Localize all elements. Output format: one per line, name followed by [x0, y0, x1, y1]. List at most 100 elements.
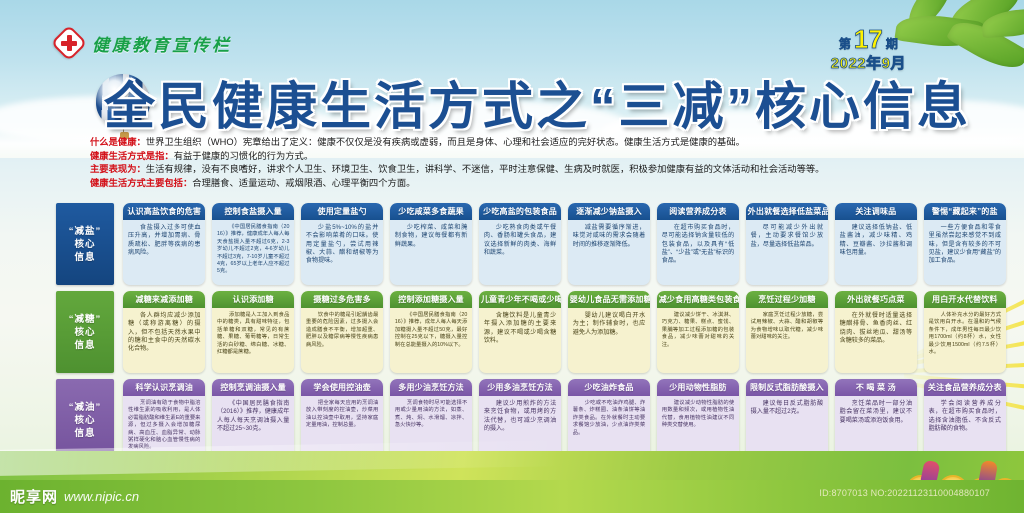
info-card[interactable]: 婴幼儿食品无需添加糖婴幼儿建议喝白开水为主；制作辅食时，也应避免人为添加糖。 — [567, 291, 651, 373]
category-line-1: “减盐” — [68, 225, 102, 237]
card-title: 逐渐减少钠盐摄入 — [567, 203, 651, 220]
info-card[interactable]: 用白开水代替饮料 人体补充水分的最好方式是饮用白开水。在温和的气候条件下，成年男性… — [923, 291, 1007, 373]
card-title: 多用少油烹饪方法 — [389, 379, 473, 396]
card-title: 少用多油烹饪方法 — [478, 379, 562, 396]
card-body: 建议减少动物性脂肪的使用数量和频次，或用植物性油代替，食用植物性油建议不同种类交… — [661, 400, 735, 429]
category-line-2: 核心 — [74, 414, 96, 426]
info-card[interactable]: 控制添加糖摄入量《中国居民膳食指南（2016）》推荐，成年人每人每天添加糖摄入量… — [389, 291, 473, 373]
intro-line-2: 健康生活方式是指：有益于健康的习惯化的行为方式。 — [90, 150, 970, 164]
intro-text-2: 有益于健康的习惯化的行为方式。 — [173, 150, 314, 161]
category-line-3: 信息 — [74, 339, 96, 351]
card-title: 外出就餐巧点菜 — [834, 291, 918, 308]
category-label-sugar: “减糖” 核心 信息 — [56, 291, 114, 373]
intro-line-3: 主要表现为：生活有规律，没有不良嗜好，讲求个人卫生、环境卫生、饮食卫生，讲科学、… — [90, 163, 970, 177]
intro-text-3: 生活有规律，没有不良嗜好，讲求个人卫生、环境卫生、饮食卫生，讲科学、不迷信，平时… — [145, 164, 825, 175]
cards-salt: 认识高盐饮食的危害食盐摄入过多可使血压升高，并增加胃病、骨质疏松、肥胖等疾病的患… — [123, 203, 1007, 285]
page-title: 全民健康生活方式之“三减”核心信息 — [104, 78, 972, 135]
category-line-1: “减油” — [68, 401, 102, 413]
info-card[interactable]: 逐渐减少钠盐摄入 减盐需要循序渐进，味觉对咸味的需求会随着时间的推移逐渐降低。 — [567, 203, 651, 285]
issue-date: 2022年9月 — [830, 55, 906, 72]
card-title: 少吃咸菜多食蔬果 — [389, 203, 473, 220]
card-body: 少吃榨菜、咸菜和腌制食物，建议每餐都有新鲜蔬果。 — [394, 224, 468, 248]
site-brand[interactable]: 昵享网 www.nipic.cn — [0, 486, 139, 507]
card-body: 烹饪菜品时一部分油脂会留在菜汤里，建议不要喝菜汤或添泡饭食用。 — [839, 400, 913, 424]
card-body: 添加糖是人工加入到食品中的糖类，具有甜味特征，包括单糖和双糖，常见的有蔗糖、果糖… — [216, 312, 290, 356]
card-body: 食盐摄入过多可使血压升高，并增加胃病、骨质疏松、肥胖等疾病的患病风险。 — [128, 224, 201, 256]
intro-key-3: 主要表现为： — [90, 164, 146, 175]
footer-bar: 昵享网 www.nipic.cn ID:8707013 NO:202211231… — [0, 480, 1024, 513]
card-body: 一些方便食品和零食里虽然尝起来感觉不到咸味，但是含有较多的不可见盐，建议少食用“… — [928, 224, 1002, 265]
card-title: 婴幼儿食品无需添加糖 — [567, 291, 651, 308]
info-card[interactable]: 少吃咸菜多食蔬果少吃榨菜、咸菜和腌制食物，建议每餐都有新鲜蔬果。 — [389, 203, 473, 285]
card-body: 各人群均应减少添加糖（或称游离糖）的摄入，但不包括天然水果中的糖和主食中的天然碳… — [128, 312, 201, 353]
card-body: 少吃熟食肉类或午餐肉、香肠和罐头食品，建议选择新鲜的肉类、海鲜和蔬菜。 — [483, 224, 557, 256]
card-title: 少用动物性脂肪 — [656, 379, 740, 396]
info-card[interactable]: 认识添加糖 添加糖是人工加入到食品中的糖类，具有甜味特征，包括单糖和双糖，常见的有… — [211, 291, 295, 373]
card-title: 科学认识烹调油 — [123, 379, 206, 396]
info-card[interactable]: 外出就餐选择低盐菜品尽可能减少外出就餐，主动要求餐馆少放盐，尽量选择低盐菜品。 — [745, 203, 829, 285]
info-card[interactable]: 减少食用高糖类包装食品建议减少饼干、冰淇淋、巧克力、糖果、糕点、蜜饯、果脯等加工… — [656, 291, 740, 373]
card-body: 《中国居民膳食指南（2016）》推荐，成年人每人每天添加糖摄入量不超过50克，最… — [394, 312, 468, 348]
card-body: 含糖饮料是儿童青少年摄入添加糖的主要来源，建议不喝或少喝含糖饮料。 — [483, 312, 557, 344]
intro-block: 什么是健康：世界卫生组织（WHO）宪章给出了定义：健康不仅仅是没有疾病或虚弱，而… — [90, 136, 970, 190]
card-title: 用白开水代替饮料 — [923, 291, 1007, 308]
card-title: 减少食用高糖类包装食品 — [656, 291, 740, 308]
info-card[interactable]: 外出就餐巧点菜 在外就餐时适量选择糖醋排骨、鱼香肉丝、红烧肉、拔丝地瓜、甜汤等含糖… — [834, 291, 918, 373]
card-body: 少盐5%~10%的盐并不会影响菜肴的口味。使用定量盐勺，尝试用辣椒、大蒜、醋和胡… — [305, 224, 379, 265]
intro-text-1: 世界卫生组织（WHO）宪章给出了定义：健康不仅仅是没有疾病或虚弱，而且是身体、心… — [145, 137, 745, 147]
section-row-sugar: “减糖” 核心 信息 减糖来减添加糖各人群均应减少添加糖（或称游离糖）的摄入，但… — [56, 291, 1007, 373]
issue-number: 17 — [853, 24, 884, 54]
info-card[interactable]: 认识高盐饮食的危害食盐摄入过多可使血压升高，并增加胃病、骨质疏松、肥胖等疾病的患… — [123, 203, 206, 285]
category-line-3: 信息 — [74, 251, 96, 263]
card-body: 把全家每天应用的烹调油放入带刻度的控油壶，炒菜用油以控油壶中取用，坚持家庭定量用… — [305, 400, 379, 429]
card-title: 使用定量盐勺 — [300, 203, 384, 220]
card-body: 烹调食物时尽可能选择不用或少量用油的方法，如蒸、煮、炖、焖、水滑熘、凉拌、急火快… — [394, 400, 468, 429]
card-title: 控制添加糖摄入量 — [389, 291, 473, 308]
card-title: 不 喝 菜 汤 — [834, 379, 918, 396]
issue-info: 第 17 期 2022年9月 — [830, 24, 906, 72]
section-row-salt: “减盐” 核心 信息 认识高盐饮食的危害食盐摄入过多可使血压升高，并增加胃病、骨… — [56, 203, 1007, 285]
card-body: 少吃或不吃油炸鸡腿、炸薯条、炸糕圈、油条油饼等油炸类食品。在外就餐时主动要求餐馆… — [572, 400, 646, 436]
card-title: 摄糖过多危害多 — [300, 291, 384, 308]
card-title: 警惕“藏起来”的盐 — [923, 203, 1007, 220]
card-body: 建议少用煎炸的方法来烹饪食物，或用烤的方法代替，也可减少烹调油的摄入。 — [483, 400, 557, 432]
info-card[interactable]: 阅读营养成分表在超市购买食品时，尽可能选择钠含量较低的包装食品，以及具有“低盐”… — [656, 203, 740, 285]
card-title: 阅读营养成分表 — [656, 203, 740, 220]
cloud-band — [0, 126, 1024, 158]
card-body: 婴幼儿建议喝白开水为主；制作辅食时，也应避免人为添加糖。 — [572, 312, 646, 336]
info-card-grid: “减盐” 核心 信息 认识高盐饮食的危害食盐摄入过多可使血压升高，并增加胃病、骨… — [56, 203, 1007, 467]
card-title: 少吃油炸食品 — [567, 379, 651, 396]
info-card[interactable]: 控制食盐摄入量 《中国居民膳食指南（2016）》推荐，健康成年人每人每天食盐摄入量… — [211, 203, 295, 285]
brand-url[interactable]: www.nipic.cn — [64, 489, 140, 504]
card-title: 少吃高盐的包装食品 — [478, 203, 562, 220]
info-card[interactable]: 儿童青少年不喝或少喝含糖饮料含糖饮料是儿童青少年摄入添加糖的主要来源，建议不喝或… — [478, 291, 562, 373]
cards-sugar: 减糖来减添加糖各人群均应减少添加糖（或称游离糖）的摄入，但不包括天然水果中的糖和… — [123, 291, 1007, 373]
card-body: 在超市购买食品时，尽可能选择钠含量较低的包装食品，以及具有“低盐”、“少盐”或“… — [661, 224, 735, 265]
info-card[interactable]: 使用定量盐勺少盐5%~10%的盐并不会影响菜肴的口味。使用定量盐勺，尝试用辣椒、… — [300, 203, 384, 285]
card-title: 减糖来减添加糖 — [123, 291, 206, 308]
card-title: 认识高盐饮食的危害 — [123, 203, 206, 220]
info-card[interactable]: 关注调味品 建议选择低钠盐、低盐酱油，减少味精、鸡精、豆瓣酱、沙拉酱和调味包用量。 — [834, 203, 918, 285]
card-body: 建议选择低钠盐、低盐酱油，减少味精、鸡精、豆瓣酱、沙拉酱和调味包用量。 — [839, 224, 913, 256]
card-title: 烹饪过程少加糖 — [745, 291, 829, 308]
red-cross-icon — [50, 24, 88, 62]
info-card[interactable]: 摄糖过多危害多饮食中的糖是引起龋齿最重要的危险因素，过多摄入会造成膳食不平衡，增… — [300, 291, 384, 373]
card-body: 饮食中的糖是引起龋齿最重要的危险因素，过多摄入会造成膳食不平衡，增加超重、肥胖以… — [305, 312, 379, 348]
intro-line-4: 健康生活方式主要包括：合理膳食、适量运动、戒烟限酒、心理平衡四个方面。 — [90, 177, 970, 191]
issue-label: 第 — [838, 37, 852, 51]
card-body: 尽可能减少外出就餐，主动要求餐馆少放盐，尽量选择低盐菜品。 — [750, 224, 824, 248]
info-card[interactable]: 少吃高盐的包装食品少吃熟食肉类或午餐肉、香肠和罐头食品，建议选择新鲜的肉类、海鲜… — [478, 203, 562, 285]
card-title: 外出就餐选择低盐菜品 — [745, 203, 829, 220]
card-title: 关注食品营养成分表 — [923, 379, 1007, 396]
category-line-1: “减糖” — [68, 313, 102, 325]
category-line-3: 信息 — [74, 427, 96, 439]
category-label-salt: “减盐” 核心 信息 — [56, 203, 114, 285]
intro-key-1: 什么是健康： — [90, 137, 146, 147]
info-card[interactable]: 烹饪过程少加糖 家庭烹饪过程少放糖，尝试用辣椒、大蒜、醋和胡椒等为食物增味以取代糖… — [745, 291, 829, 373]
card-body: 建议每日反式脂肪酸摄入量不超过2克。 — [750, 400, 824, 416]
intro-key-4: 健康生活方式主要包括： — [90, 177, 193, 188]
info-card[interactable]: 警惕“藏起来”的盐一些方便食品和零食里虽然尝起来感觉不到咸味，但是含有较多的不可… — [923, 203, 1007, 285]
info-card[interactable]: 减糖来减添加糖各人群均应减少添加糖（或称游离糖）的摄入，但不包括天然水果中的糖和… — [123, 291, 206, 373]
